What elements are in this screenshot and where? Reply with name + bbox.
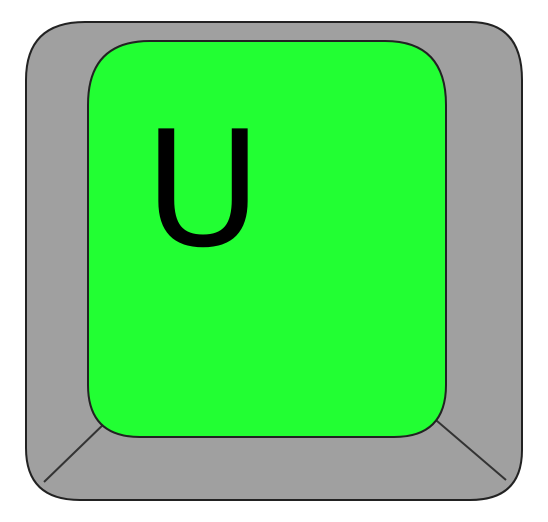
bevel-line-left — [43, 419, 109, 483]
keycap-face — [87, 40, 447, 438]
key-letter: U — [144, 96, 261, 283]
bevel-line-right — [429, 414, 507, 481]
